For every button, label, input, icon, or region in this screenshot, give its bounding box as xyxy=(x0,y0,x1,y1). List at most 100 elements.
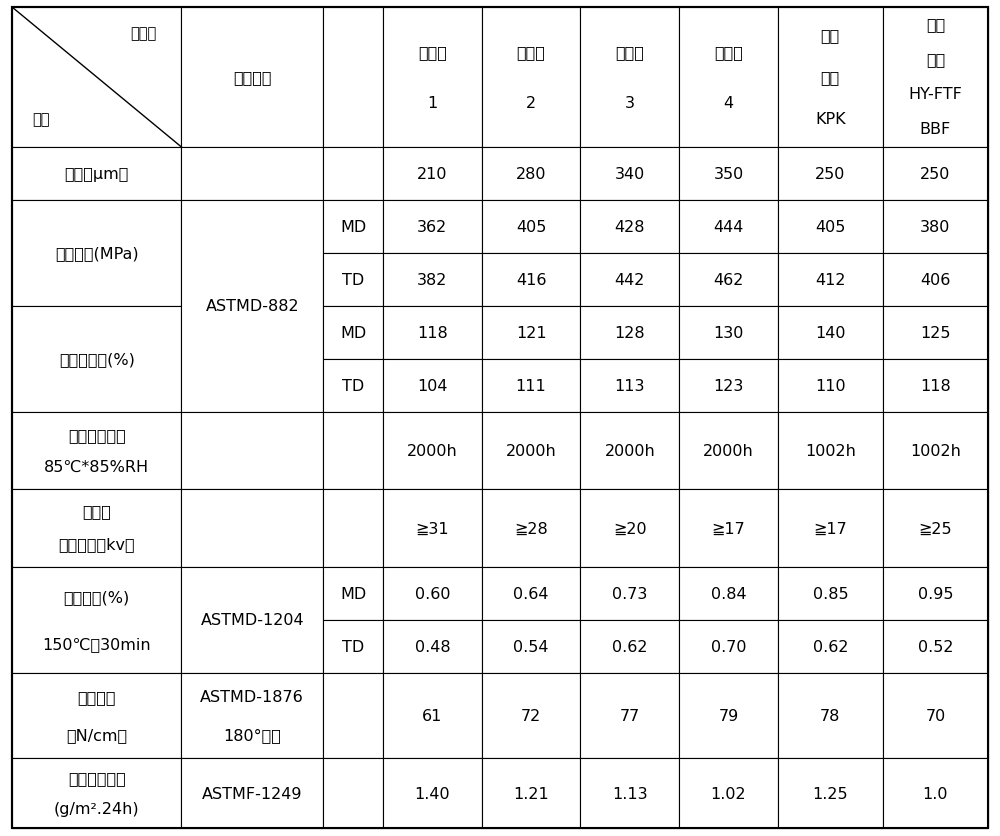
Text: (g/m².24h): (g/m².24h) xyxy=(54,801,140,816)
Text: 125: 125 xyxy=(920,325,951,340)
Text: 428: 428 xyxy=(615,220,645,235)
Bar xyxy=(679,758,778,828)
Text: ASTMD-882: ASTMD-882 xyxy=(205,299,299,314)
Bar xyxy=(383,307,482,359)
Text: 1.13: 1.13 xyxy=(612,786,648,801)
Text: 128: 128 xyxy=(614,325,645,340)
Text: 项目: 项目 xyxy=(32,112,50,127)
Bar xyxy=(323,412,383,490)
Bar xyxy=(778,253,883,307)
Text: 断裂伸长率(%): 断裂伸长率(%) xyxy=(59,352,135,367)
Bar xyxy=(383,673,482,758)
Text: ≧17: ≧17 xyxy=(813,521,847,536)
Bar xyxy=(679,253,778,307)
Bar xyxy=(778,620,883,673)
Text: 85℃*85%RH: 85℃*85%RH xyxy=(44,459,149,474)
Text: 0.84: 0.84 xyxy=(711,586,746,601)
Text: 0.62: 0.62 xyxy=(813,640,848,654)
Text: HY-FTF: HY-FTF xyxy=(909,87,962,102)
Bar xyxy=(580,490,679,568)
Text: 118: 118 xyxy=(417,325,448,340)
Bar xyxy=(580,412,679,490)
Text: 123: 123 xyxy=(713,379,744,394)
Text: 110: 110 xyxy=(815,379,846,394)
Bar xyxy=(778,359,883,412)
Bar xyxy=(778,412,883,490)
Text: ≧20: ≧20 xyxy=(613,521,647,536)
Bar xyxy=(580,359,679,412)
Bar xyxy=(323,758,383,828)
Text: 2000h: 2000h xyxy=(703,444,754,459)
Text: 406: 406 xyxy=(920,273,951,288)
Bar xyxy=(12,412,181,490)
Text: 2000h: 2000h xyxy=(604,444,655,459)
Text: 击穿电压（kv）: 击穿电压（kv） xyxy=(58,537,135,552)
Bar xyxy=(778,8,883,148)
Text: TD: TD xyxy=(342,273,364,288)
Text: 2000h: 2000h xyxy=(506,444,556,459)
Text: 140: 140 xyxy=(815,325,846,340)
Text: 1.40: 1.40 xyxy=(415,786,450,801)
Text: ASTMD-1204: ASTMD-1204 xyxy=(200,613,304,628)
Bar xyxy=(12,8,181,148)
Text: 0.70: 0.70 xyxy=(711,640,746,654)
Text: 水蒸气透过率: 水蒸气透过率 xyxy=(68,770,126,785)
Text: 0.85: 0.85 xyxy=(813,586,848,601)
Text: 362: 362 xyxy=(417,220,448,235)
Bar xyxy=(482,8,580,148)
Bar xyxy=(482,359,580,412)
Text: 442: 442 xyxy=(615,273,645,288)
Text: 0.52: 0.52 xyxy=(918,640,953,654)
Text: 热收缩率(%): 热收缩率(%) xyxy=(64,589,130,604)
Text: 厚度（μm）: 厚度（μm） xyxy=(65,166,129,181)
Bar xyxy=(181,758,323,828)
Text: 61: 61 xyxy=(422,708,443,723)
Bar xyxy=(383,568,482,620)
Text: 实施例: 实施例 xyxy=(517,45,546,60)
Bar xyxy=(181,8,323,148)
Bar xyxy=(12,201,181,307)
Bar xyxy=(778,673,883,758)
Text: TD: TD xyxy=(342,640,364,654)
Bar xyxy=(482,201,580,253)
Bar xyxy=(482,673,580,758)
Bar xyxy=(482,490,580,568)
Text: 0.64: 0.64 xyxy=(513,586,549,601)
Bar xyxy=(383,359,482,412)
Bar xyxy=(580,307,679,359)
Text: 耐湿热老化性: 耐湿热老化性 xyxy=(68,428,126,443)
Bar xyxy=(679,673,778,758)
Bar xyxy=(12,758,181,828)
Bar xyxy=(12,568,181,673)
Bar xyxy=(778,758,883,828)
Text: 78: 78 xyxy=(820,708,841,723)
Text: BBF: BBF xyxy=(920,122,951,137)
Text: 1.25: 1.25 xyxy=(813,786,848,801)
Text: 250: 250 xyxy=(815,166,846,181)
Text: 华源: 华源 xyxy=(926,18,945,33)
Bar xyxy=(679,359,778,412)
Text: ≧28: ≧28 xyxy=(514,521,548,536)
Bar xyxy=(181,568,323,673)
Bar xyxy=(580,620,679,673)
Text: 1.21: 1.21 xyxy=(513,786,549,801)
Bar xyxy=(323,307,383,359)
Text: 0.62: 0.62 xyxy=(612,640,648,654)
Text: MD: MD xyxy=(340,325,366,340)
Bar xyxy=(323,253,383,307)
Text: 4: 4 xyxy=(723,95,734,110)
Text: 0.60: 0.60 xyxy=(415,586,450,601)
Text: 赛伍: 赛伍 xyxy=(821,70,840,85)
Text: 3: 3 xyxy=(625,95,635,110)
Text: ≧31: ≧31 xyxy=(416,521,449,536)
Bar xyxy=(883,307,988,359)
Bar xyxy=(181,201,323,412)
Bar xyxy=(181,490,323,568)
Text: 1.0: 1.0 xyxy=(923,786,948,801)
Text: 444: 444 xyxy=(713,220,744,235)
Text: 苏州: 苏州 xyxy=(821,28,840,43)
Bar xyxy=(12,148,181,201)
Bar xyxy=(679,148,778,201)
Text: ASTMD-1876: ASTMD-1876 xyxy=(200,690,304,705)
Text: 光伏: 光伏 xyxy=(926,52,945,67)
